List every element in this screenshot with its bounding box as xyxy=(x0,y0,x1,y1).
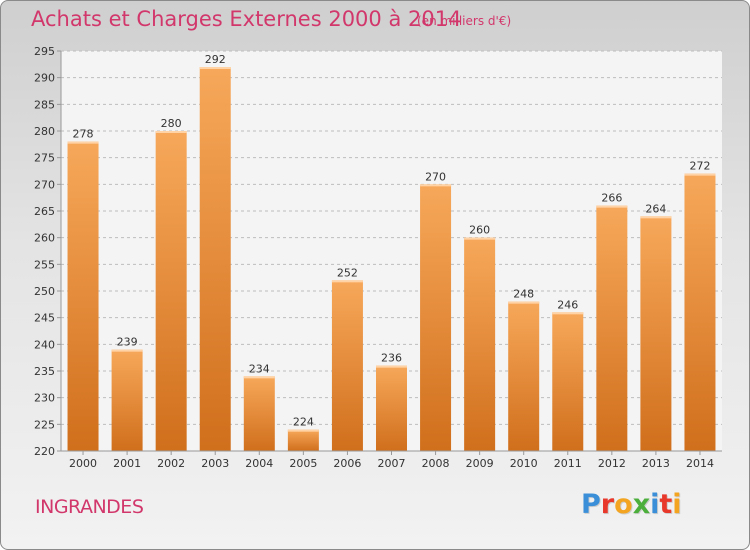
data-label-2007: 236 xyxy=(381,352,402,365)
bar-2012 xyxy=(596,205,628,451)
y-tick-label: 275 xyxy=(34,152,55,165)
data-label-2008: 270 xyxy=(425,170,446,183)
y-axis-ticks: 220 225 230 235 240 245 250 255 260 265 270 275 280 2… xyxy=(34,45,61,458)
x-tick-label-2009: 2009 xyxy=(466,457,494,470)
logo-letter: i xyxy=(672,489,682,520)
y-tick-label: 285 xyxy=(34,98,55,111)
y-tick-label: 220 xyxy=(34,445,55,458)
bar-top-highlight xyxy=(376,365,407,368)
data-label-2000: 278 xyxy=(73,128,94,141)
data-label-2005: 224 xyxy=(293,416,314,429)
x-tick-label-2005: 2005 xyxy=(289,457,317,470)
commune-name: INGRANDES xyxy=(35,496,144,518)
data-label-2009: 260 xyxy=(469,224,490,237)
bars xyxy=(67,67,716,452)
bar-top-highlight xyxy=(199,67,231,69)
bar-top-highlight xyxy=(684,173,716,176)
bar-2000 xyxy=(67,141,99,451)
bar-2013 xyxy=(640,216,672,451)
data-label-2002: 280 xyxy=(161,117,182,130)
data-label-2011: 246 xyxy=(557,298,578,311)
bar-top-highlight xyxy=(111,349,143,352)
bar-top-highlight xyxy=(243,376,275,379)
bar-2010 xyxy=(508,301,540,451)
logo-letter: o xyxy=(614,489,633,520)
bar-top-highlight xyxy=(287,429,319,432)
bar-2004 xyxy=(243,376,275,451)
chart-subtitle: (en milliers d'€) xyxy=(417,14,512,28)
y-tick-label: 230 xyxy=(34,392,55,405)
bar-2001 xyxy=(111,349,143,451)
y-tick-label: 295 xyxy=(34,45,55,58)
proxiti-logo[interactable]: Proxiti xyxy=(581,489,682,520)
x-tick-label-2003: 2003 xyxy=(201,457,229,470)
logo-letter: P xyxy=(581,489,601,520)
x-tick-label-2008: 2008 xyxy=(422,457,450,470)
bar-top-highlight xyxy=(331,280,363,283)
bar-2007 xyxy=(376,365,407,451)
bar-top-highlight xyxy=(420,184,452,187)
bar-top-highlight xyxy=(552,312,584,315)
x-tick-label-2014: 2014 xyxy=(686,457,714,470)
data-label-2004: 234 xyxy=(249,362,270,375)
y-tick-label: 260 xyxy=(34,232,55,245)
bar-2005 xyxy=(287,429,319,451)
x-tick-label-2007: 2007 xyxy=(378,457,406,470)
bar-top-highlight xyxy=(596,205,628,208)
data-label-2014: 272 xyxy=(689,160,710,173)
data-label-2006: 252 xyxy=(337,266,358,279)
y-tick-label: 265 xyxy=(34,205,55,218)
y-tick-label: 270 xyxy=(34,178,55,191)
bar-top-highlight xyxy=(67,141,99,144)
data-label-2013: 264 xyxy=(645,202,666,215)
x-tick-label-2013: 2013 xyxy=(642,457,670,470)
bar-top-highlight xyxy=(508,301,540,304)
y-tick-label: 290 xyxy=(34,72,55,85)
bar-2006 xyxy=(331,280,363,451)
bar-top-highlight xyxy=(155,131,187,133)
x-tick-label-2010: 2010 xyxy=(510,457,538,470)
x-axis-ticks: 2000 2001 2002 2003 2004 2005 2006 2007 2008 2009… xyxy=(69,451,714,470)
data-label-2010: 248 xyxy=(513,288,534,301)
y-tick-label: 250 xyxy=(34,285,55,298)
chart-title: Achats et Charges Externes 2000 à 2014 xyxy=(31,7,462,31)
logo-letter: t xyxy=(659,489,673,520)
x-tick-label-2006: 2006 xyxy=(333,457,361,470)
bar-top-highlight xyxy=(640,216,672,219)
bar-2002 xyxy=(155,131,187,451)
x-tick-label-2004: 2004 xyxy=(245,457,273,470)
logo-letter: i xyxy=(650,489,660,520)
bar-2011 xyxy=(552,312,584,451)
bar-2009 xyxy=(464,237,496,451)
x-tick-label-2001: 2001 xyxy=(113,457,141,470)
y-tick-label: 225 xyxy=(34,418,55,431)
x-tick-label-2012: 2012 xyxy=(598,457,626,470)
y-tick-label: 245 xyxy=(34,312,55,325)
data-label-2012: 266 xyxy=(601,192,622,205)
y-tick-label: 280 xyxy=(34,125,55,138)
bar-top-highlight xyxy=(464,237,496,240)
bar-2014 xyxy=(684,173,716,451)
logo-letter: x xyxy=(632,489,651,520)
data-label-2003: 292 xyxy=(205,53,226,66)
y-tick-label: 255 xyxy=(34,258,55,271)
logo-letter: r xyxy=(600,489,615,520)
data-label-2001: 239 xyxy=(117,336,138,349)
data-labels: 278 239 280 292 234 224 252 236 270 260 248 246 266 2… xyxy=(73,53,711,429)
bar-2008 xyxy=(420,184,452,452)
x-tick-label-2011: 2011 xyxy=(554,457,582,470)
y-tick-label: 240 xyxy=(34,338,55,351)
x-tick-label-2000: 2000 xyxy=(69,457,97,470)
bar-2003 xyxy=(199,67,231,451)
y-tick-label: 235 xyxy=(34,365,55,378)
x-tick-label-2002: 2002 xyxy=(157,457,185,470)
